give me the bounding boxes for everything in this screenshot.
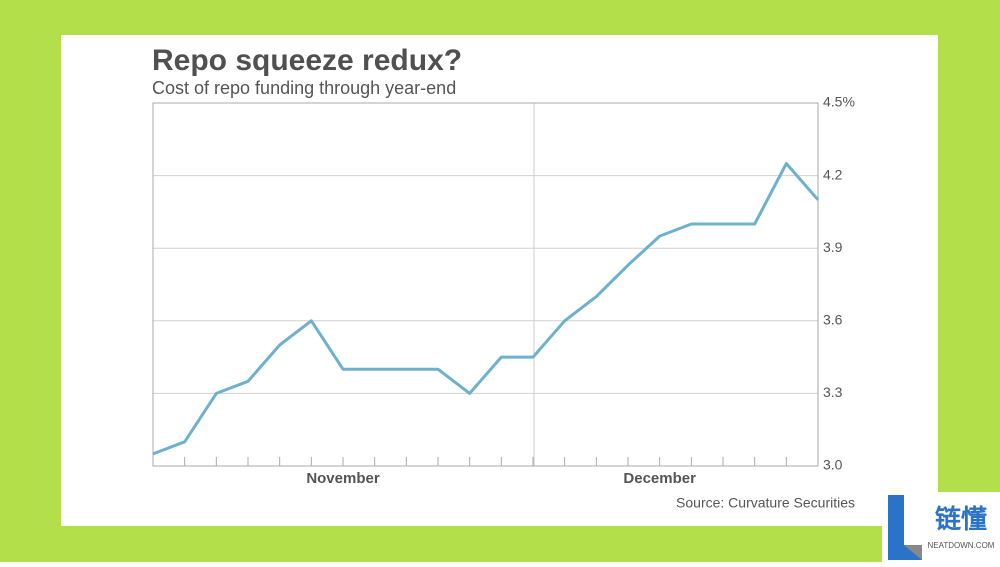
card xyxy=(61,35,938,526)
x-tick-label: December xyxy=(623,470,696,487)
chart-subtitle: Cost of repo funding through year-end xyxy=(152,78,456,98)
y-tick-label: 4.5% xyxy=(823,94,855,110)
y-tick-label: 3.9 xyxy=(823,239,843,255)
chart-title: Repo squeeze redux? xyxy=(152,44,462,77)
logo-mark xyxy=(888,495,922,560)
y-tick-label: 3.6 xyxy=(823,312,843,328)
logo-subtext: NEATDOWN.COM xyxy=(928,541,995,550)
x-tick-label: November xyxy=(306,470,380,487)
y-tick-label: 4.2 xyxy=(823,166,843,182)
logo-text: 链懂 xyxy=(935,504,987,534)
y-tick-label: 3.0 xyxy=(823,457,843,473)
logo-mark-shade xyxy=(904,545,922,560)
line xyxy=(152,162,820,456)
y-tick-label: 3.3 xyxy=(823,384,843,400)
plot-border xyxy=(152,102,819,467)
source: Source: Curvature Securities xyxy=(676,495,855,511)
logo: 链懂 NEATDOWN.COM xyxy=(882,492,1000,562)
